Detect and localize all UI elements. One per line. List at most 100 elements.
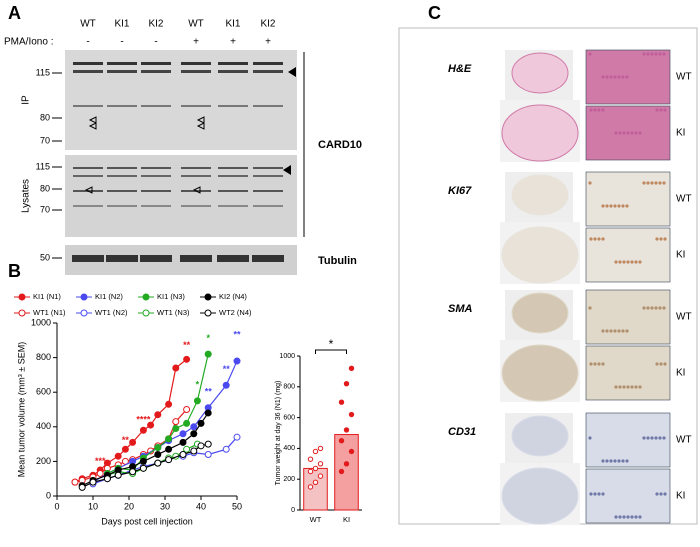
data-point [343,427,350,433]
data-point [204,440,212,448]
cell [617,329,621,333]
cell [663,362,667,366]
mw-marker: 50 [40,252,50,262]
band [253,190,283,192]
cell [621,75,625,79]
x-tick-label: 30 [160,501,170,511]
cell [605,75,609,79]
y-tick-label: 800 [283,384,295,391]
data-point [172,425,180,433]
band [218,62,248,65]
legend-marker [80,293,88,301]
mw-marker: 70 [40,204,50,214]
detail-image [585,412,671,468]
tissue [501,467,579,525]
band [107,105,137,107]
treatment-label: PMA/Iono : [4,37,53,48]
cell [663,237,667,241]
data-point [190,423,198,431]
cell [634,131,638,135]
cell [642,52,646,56]
bar [334,434,359,511]
data-point [312,479,319,485]
data-point [114,471,122,479]
legend-marker [18,293,26,301]
data-point [121,445,129,453]
cell [621,204,625,208]
cell [614,385,618,389]
data-point [312,448,319,455]
y-tick-label: 0 [291,507,295,514]
band [253,70,283,73]
band [141,70,171,73]
detail-image [585,289,671,345]
significance: * [196,380,200,390]
band [107,62,137,65]
cell [655,108,659,112]
blot-ip [65,50,297,150]
significance: ** [122,435,130,445]
band [72,255,104,262]
cell [663,108,667,112]
treatment-sign: + [265,37,271,48]
band [181,105,211,107]
row-label: IP [21,95,32,105]
y-tick-label: 1000 [31,317,51,327]
band [140,255,172,262]
cell [621,459,625,463]
legend-marker [142,293,150,301]
band [181,175,211,177]
data-point [179,450,187,458]
cell [642,181,646,185]
lane-label: KI2 [148,19,163,30]
data-point [317,445,324,452]
band [180,255,212,262]
legend-marker [18,309,26,317]
tissue [501,344,579,402]
cell [609,204,613,208]
lane-label: WT [80,19,96,30]
cell [658,52,662,56]
y-tick-label: 1000 [279,353,295,360]
data-point [154,450,162,458]
band [141,167,171,169]
stain-label: CD31 [448,426,476,438]
data-point [338,468,345,475]
cell [646,181,650,185]
cell [589,108,593,112]
data-point [103,475,111,483]
y-tick-label: 600 [283,414,295,421]
data-point [348,411,355,418]
cell [605,329,609,333]
cell [601,459,605,463]
band [218,175,248,177]
treatment-sign: + [230,37,236,48]
data-point [96,470,104,478]
band [107,190,137,192]
legend-marker [204,309,212,317]
cell [658,436,662,440]
legend-label: WT1 (N3) [157,308,190,317]
y-axis-label: Tumor weight at day 36 (N1) (mg) [275,381,282,486]
data-point [197,442,205,450]
row-label: Lysates [21,179,32,213]
data-point [165,456,173,464]
cell [630,385,634,389]
tissue [511,415,569,457]
cell [654,52,658,56]
cell [601,362,605,366]
legend-label: KI1 (N2) [95,292,123,301]
cell [658,306,662,310]
data-point [338,438,345,444]
significance: **** [136,414,151,424]
group-label: KI [676,128,685,139]
data-point [204,350,212,358]
cell [622,515,626,519]
cell [626,385,630,389]
cell [597,108,601,112]
lane-label: WT [188,19,204,30]
cell [601,329,605,333]
cell [588,306,592,310]
data-point [307,456,314,462]
sig-bracket [315,349,347,354]
